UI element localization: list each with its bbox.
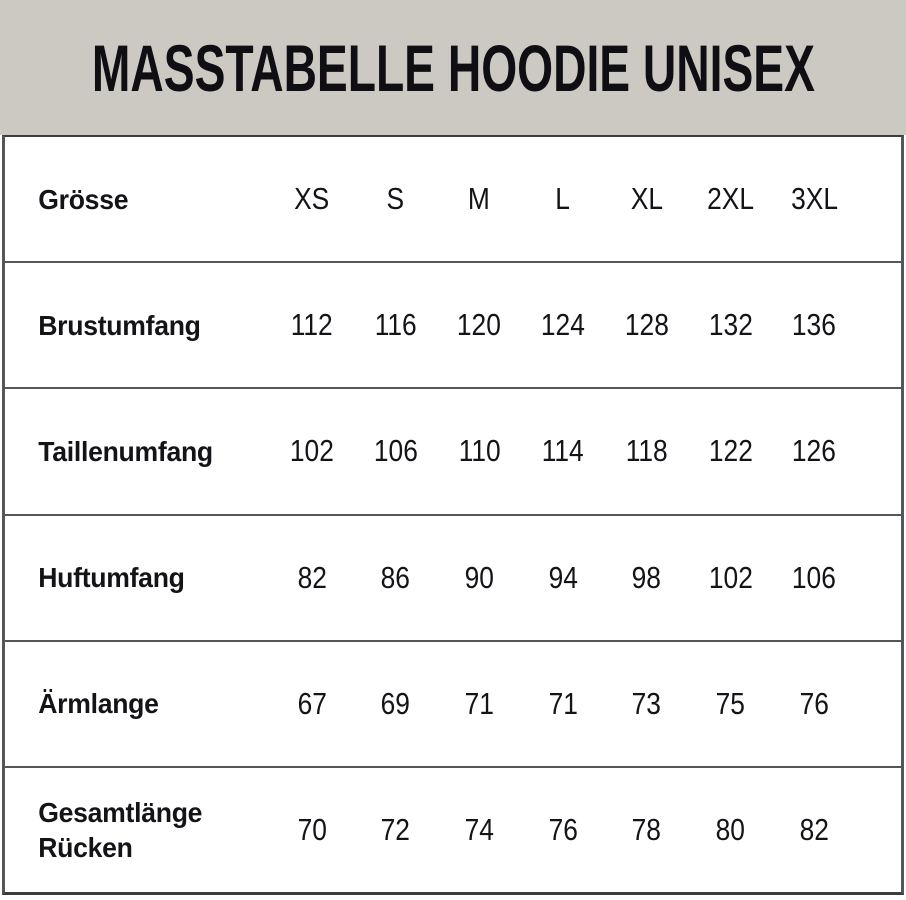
table-row-brustumfang: Brustumfang 112 116 120 124 128 132 136 (5, 263, 901, 390)
value-cell: 86 (380, 559, 411, 595)
value-cell: 120 (457, 307, 502, 343)
value-cell: 116 (374, 307, 417, 343)
value-cell: 73 (632, 685, 662, 721)
value-cell: 122 (708, 433, 753, 469)
value-cell: 76 (548, 811, 578, 847)
value-cell: 71 (464, 685, 494, 721)
value-cell: 70 (297, 811, 327, 847)
value-cell: 90 (464, 559, 494, 595)
size-col-s: S (386, 181, 405, 217)
value-cell: 94 (548, 559, 578, 595)
value-cell: 67 (297, 685, 327, 721)
table-row-gesamtlaenge-ruecken: Gesamtlänge Rücken 70 72 74 76 78 80 82 (5, 768, 901, 892)
size-col-l: L (555, 181, 571, 217)
value-cell: 74 (464, 811, 494, 847)
table-row-aermlange: Ärmlange 67 69 71 71 73 75 76 (5, 642, 901, 768)
value-cell: 76 (799, 685, 829, 721)
size-col-m: M (468, 181, 491, 217)
value-cell: 124 (541, 307, 585, 343)
value-cell: 98 (632, 559, 662, 595)
row-label-gesamtlaenge-ruecken: Gesamtlänge Rücken (38, 796, 203, 863)
value-cell: 82 (799, 811, 829, 847)
value-cell: 78 (632, 811, 662, 847)
value-cell: 136 (792, 307, 837, 343)
value-cell: 112 (290, 307, 333, 343)
value-cell: 72 (380, 811, 411, 847)
value-cell: 126 (792, 433, 837, 469)
size-table: Grösse XS S M L XL 2XL 3XL Brustumfang 1… (2, 135, 904, 895)
table-row-sizes: Grösse XS S M L XL 2XL 3XL (5, 137, 901, 264)
value-cell: 102 (289, 433, 334, 469)
table-row-huftumfang: Huftumfang 82 86 90 94 98 102 106 (5, 516, 901, 642)
value-cell: 71 (548, 685, 578, 721)
value-cell: 75 (715, 685, 746, 721)
value-cell: 118 (625, 433, 668, 469)
size-col-xl: XL (630, 181, 663, 217)
chart-header: MASSTABELLE HOODIE UNISEX (0, 0, 906, 135)
row-label-taillenumfang: Taillenumfang (38, 435, 213, 467)
value-cell: 102 (708, 559, 753, 595)
size-col-xs: XS (294, 181, 330, 217)
value-cell: 132 (708, 307, 753, 343)
size-col-2xl: 2XL (706, 181, 754, 217)
row-label-aermlange: Ärmlange (38, 688, 159, 720)
value-cell: 110 (458, 433, 501, 469)
row-label-brustumfang: Brustumfang (38, 309, 201, 341)
page-title: MASSTABELLE HOODIE UNISEX (91, 30, 815, 105)
value-cell: 69 (380, 685, 411, 721)
value-cell: 128 (624, 307, 669, 343)
row-label-groesse: Grösse (38, 183, 129, 215)
row-label-huftumfang: Huftumfang (38, 562, 185, 594)
table-row-taillenumfang: Taillenumfang 102 106 110 114 118 122 12… (5, 389, 901, 516)
value-cell: 106 (792, 559, 837, 595)
value-cell: 114 (542, 433, 585, 469)
size-col-3xl: 3XL (790, 181, 838, 217)
value-cell: 82 (297, 559, 327, 595)
value-cell: 106 (373, 433, 418, 469)
value-cell: 80 (715, 811, 746, 847)
